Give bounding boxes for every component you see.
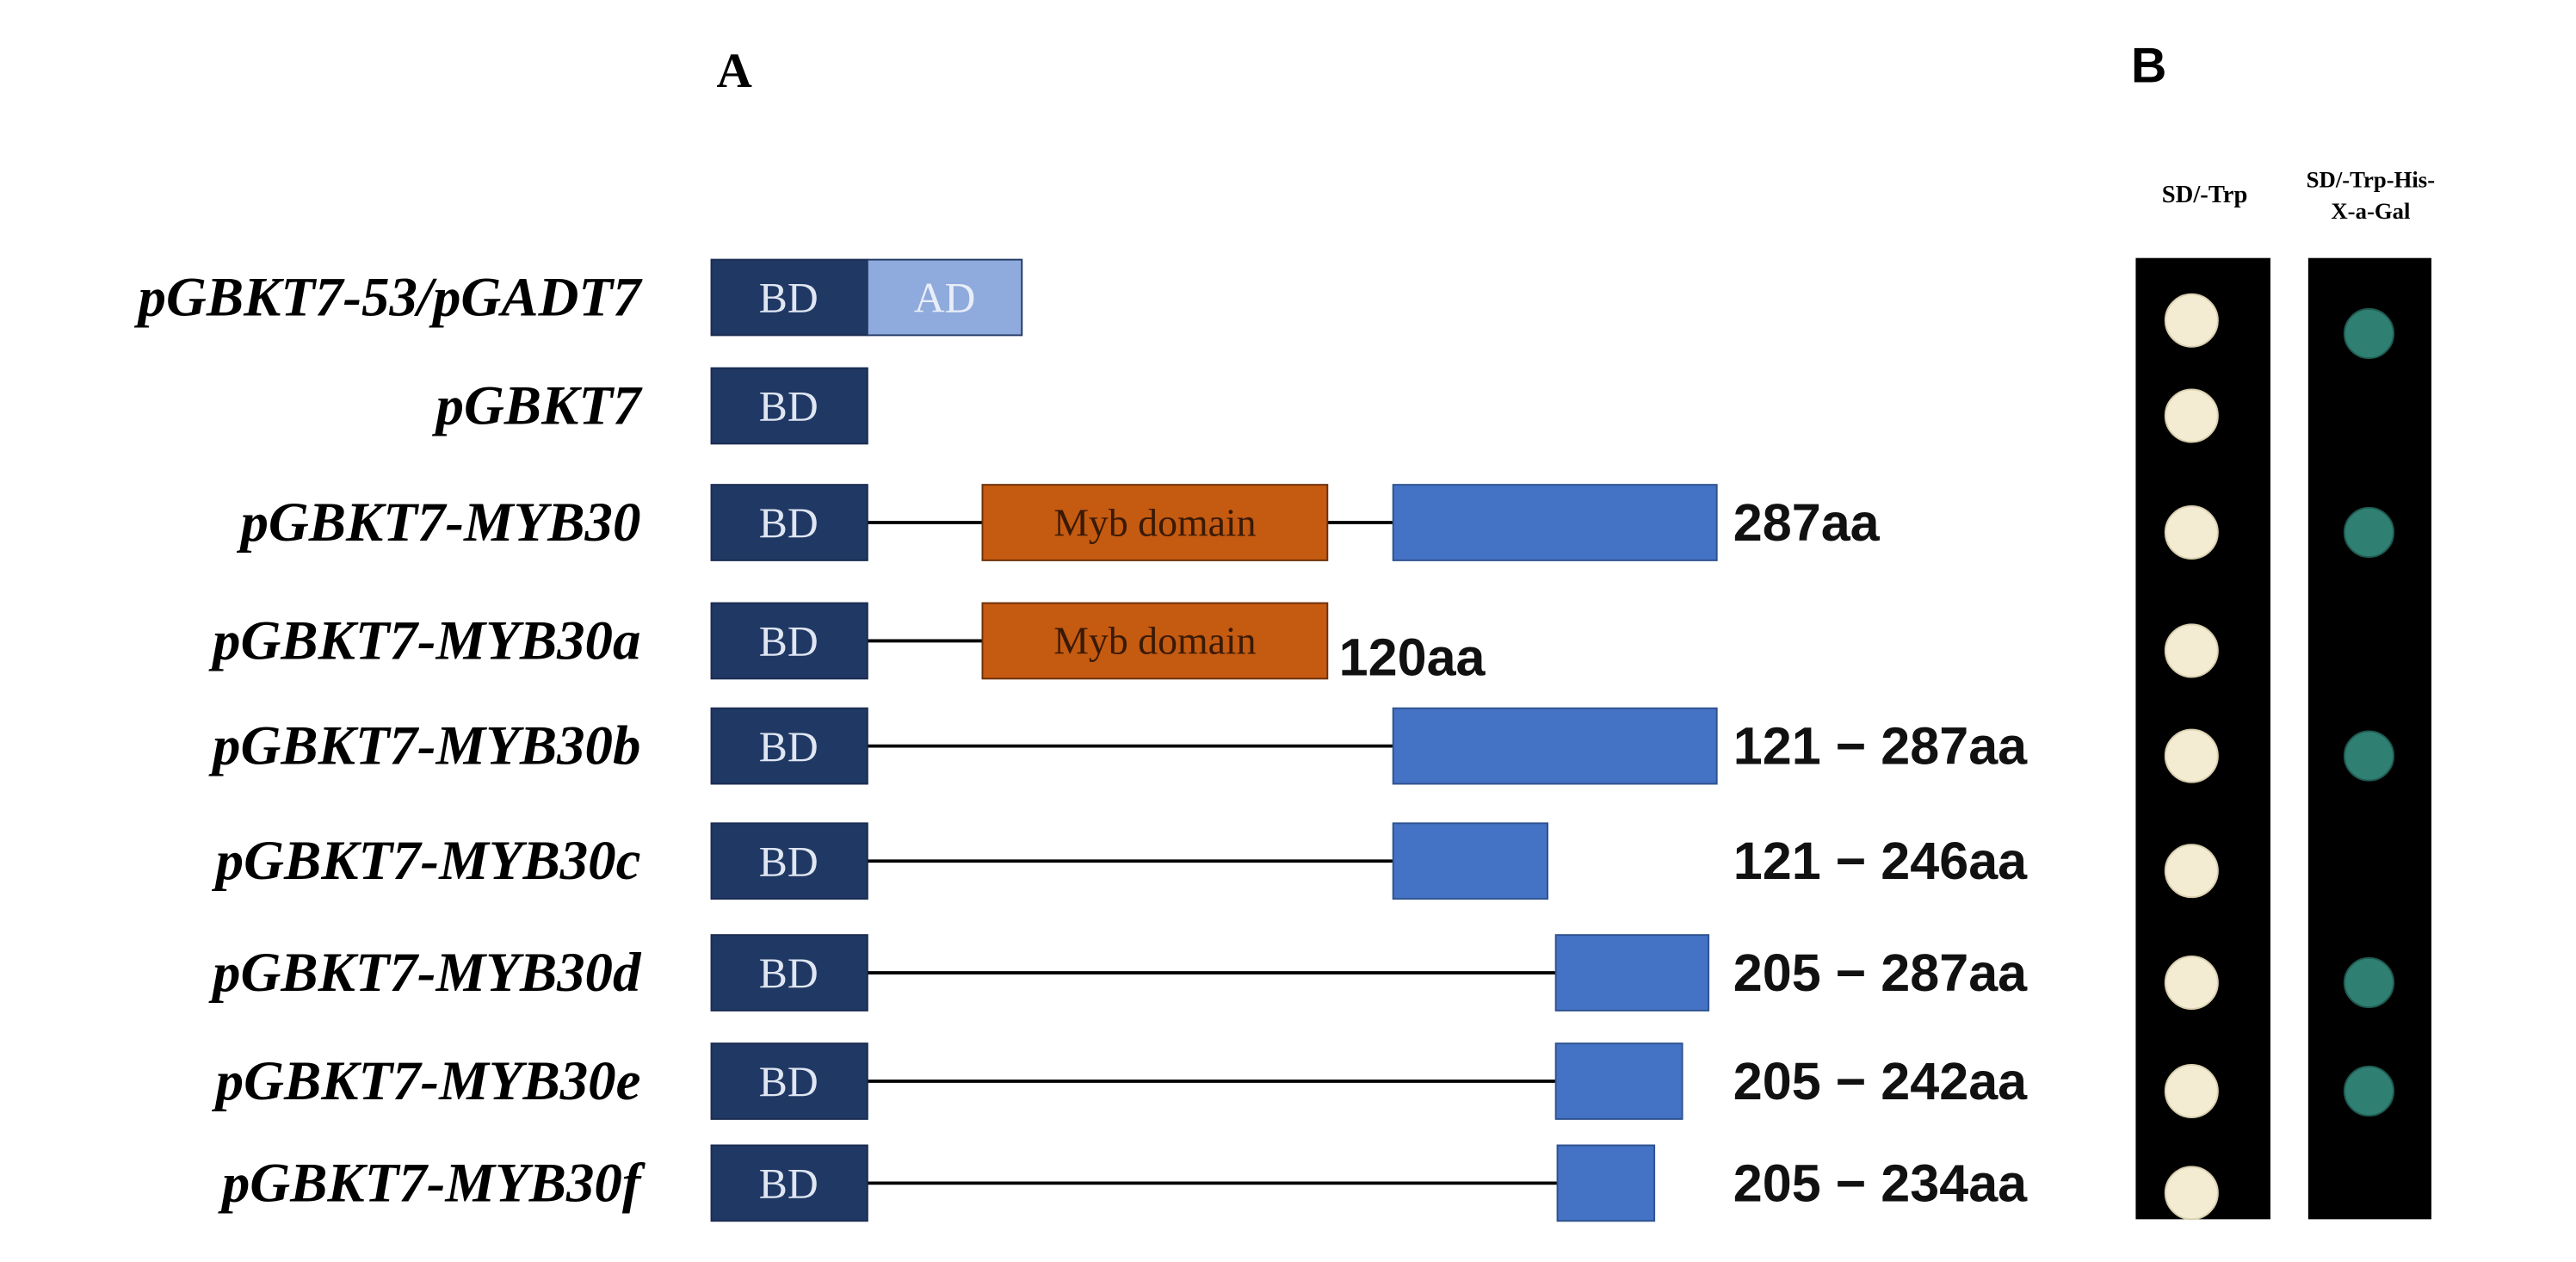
size-label: 287aa: [1733, 493, 1881, 552]
bd-box: [710, 934, 868, 1011]
bd-box: [710, 707, 868, 785]
size-label: 205 − 234aa: [1733, 1154, 2028, 1212]
colony: [2164, 293, 2219, 348]
construct-name: pGBKT7-MYB30d: [208, 942, 642, 1004]
construct-name: pGBKT7-53/pGADT7: [134, 267, 643, 329]
plate-header: SD/-Trp-His-: [2307, 167, 2435, 193]
bd-label: BD: [759, 1160, 819, 1208]
bd-box: [710, 484, 868, 561]
panel-label: A: [717, 44, 752, 98]
plate-header: X-a-Gal: [2331, 198, 2410, 224]
myb-label: Myb domain: [1053, 500, 1256, 544]
construct-name: pGBKT7: [432, 374, 643, 436]
bd-box: [710, 602, 868, 680]
ad-box: [866, 258, 1023, 337]
size-label: 121 − 287aa: [1733, 717, 2028, 776]
construct-name: pGBKT7-MYB30c: [212, 830, 641, 892]
myb-box: [981, 484, 1329, 561]
bd-box: [710, 822, 868, 900]
colony: [2164, 844, 2219, 899]
region-box: [1554, 934, 1710, 1011]
region-box: [1554, 1042, 1683, 1120]
bd-box: [710, 367, 868, 445]
bd-label: BD: [759, 1058, 819, 1105]
myb-box: [981, 602, 1329, 680]
construct-name: pGBKT7-MYB30f: [218, 1152, 646, 1214]
region-box: [1392, 484, 1718, 561]
region-box: [1556, 1144, 1656, 1222]
construct-name: pGBKT7-MYB30: [236, 492, 640, 554]
bd-label: BD: [759, 723, 819, 770]
colony-blue: [2343, 956, 2395, 1009]
colony-blue: [2343, 730, 2395, 782]
panel-label: B: [2131, 38, 2166, 93]
region-box: [1392, 707, 1718, 785]
size-label: 121 − 246aa: [1733, 832, 2028, 890]
bd-box: [710, 1144, 868, 1222]
plate-header: SD/-Trp: [2162, 181, 2248, 208]
colony-blue: [2343, 307, 2395, 360]
colony: [2164, 388, 2219, 443]
colony: [2164, 504, 2219, 560]
bd-box: [710, 1042, 868, 1120]
construct-name: pGBKT7-MYB30e: [212, 1050, 641, 1112]
bd-label: BD: [759, 499, 819, 547]
colony: [2164, 1166, 2219, 1221]
colony: [2164, 623, 2219, 678]
colony: [2164, 1063, 2219, 1118]
ad-label: AD: [914, 275, 976, 322]
bd-label: BD: [759, 838, 819, 885]
bd-label: BD: [759, 383, 819, 430]
construct-name: pGBKT7-MYB30b: [208, 715, 640, 777]
bd-label: BD: [759, 950, 819, 997]
colony-blue: [2343, 506, 2395, 559]
bd-label: BD: [759, 275, 819, 322]
colony: [2164, 728, 2219, 783]
colony: [2164, 955, 2219, 1010]
bd-box: [710, 258, 868, 337]
size-label: 120aa: [1339, 628, 1486, 687]
myb-label: Myb domain: [1053, 619, 1256, 663]
bd-label: BD: [759, 618, 819, 665]
size-label: 205 − 287aa: [1733, 943, 2028, 1002]
size-label: 205 − 242aa: [1733, 1052, 2028, 1110]
colony-blue: [2343, 1065, 2395, 1117]
construct-name: pGBKT7-MYB30a: [208, 609, 640, 671]
region-box: [1392, 822, 1549, 900]
